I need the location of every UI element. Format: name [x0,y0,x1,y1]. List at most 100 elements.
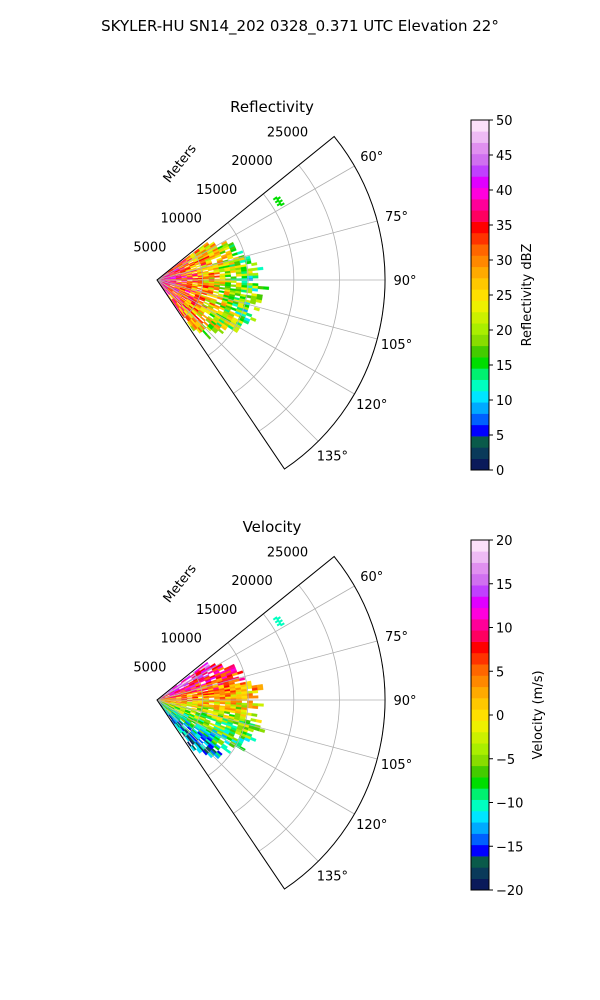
azimuth-spoke [156,699,355,815]
colorbar-swatch [471,357,489,369]
colorbar-swatch [471,165,489,177]
colorbar-tick-label: 45 [496,149,513,164]
colorbar-swatch [471,176,489,189]
colorbar-swatch [471,573,489,586]
colorbar: 0 5 10 15 20 25 30 35 40 45 50 Reflectivity dBZ [470,114,535,479]
polar-panel-reflectivity: Reflectivity 5000 10000 15000 20000 25000 Mete… [133,98,535,479]
colorbar-swatch [471,641,489,654]
colorbar-tick-label: 5 [496,429,504,444]
colorbar-swatch [471,607,489,620]
range-tick-label: 5000 [133,240,166,255]
colorbar-swatch [471,878,489,891]
range-tick-label: 15000 [196,183,237,198]
range-tick-label: 10000 [161,212,202,227]
range-tick-label: 25000 [267,126,308,141]
colorbar-tick-label: −15 [496,840,523,855]
colorbar-swatch [471,311,489,324]
range-tick-label: 20000 [231,154,272,169]
colorbar-tick-label: 40 [496,184,513,199]
colorbar-tick-label: 0 [496,709,504,724]
colorbar-swatch [471,630,489,642]
colorbar-swatch [471,244,489,256]
colorbar-tick-label: 30 [496,254,513,269]
colorbar-tick-label: 15 [496,359,513,374]
colorbar-tick-label: 10 [496,622,513,637]
colorbar-tick-label: 15 [496,578,513,593]
colorbar-swatch [471,436,489,448]
colorbar-swatch [471,266,489,279]
colorbar-swatch [471,810,489,823]
colorbar-swatch [471,596,489,609]
range-ring [207,222,249,356]
colorbar-swatch [471,856,489,868]
colorbar-tick-label: 25 [496,289,513,304]
azimuth-tick-label: 120° [356,818,387,833]
azimuth-tick-label: 75° [385,630,408,645]
figure-title: SKYLER-HU SN14_202 0328_0.371 UTC Elevat… [101,17,499,36]
colorbar-swatch [471,652,489,665]
colorbar-swatch [471,221,489,234]
range-tick-label: 20000 [231,574,272,589]
range-tick-label: 10000 [161,632,202,647]
colorbar-tick-label: 50 [496,114,513,129]
range-ring [258,164,340,432]
azimuth-spoke [156,699,319,862]
colorbar-swatch [471,402,489,414]
azimuth-tick-label: 105° [381,758,412,773]
colorbar-swatch [471,675,489,688]
colorbar-swatch [471,686,489,699]
colorbar-swatch [471,413,489,426]
colorbar-swatch [471,709,489,721]
colorbar-swatch [471,458,489,471]
range-ring [284,136,386,470]
azimuth-tick-label: 90° [393,274,416,289]
colorbar-swatch [471,777,489,789]
colorbar-swatch [471,765,489,778]
colorbar-swatch [471,323,489,335]
azimuth-tick-label: 135° [317,869,348,884]
colorbar-swatch [471,379,489,392]
colorbar-swatch [471,210,489,222]
colorbar-swatch [471,368,489,380]
colorbar-swatch [471,788,489,800]
polar-outline [156,555,386,890]
colorbar-label: Velocity (m/s) [531,670,546,759]
azimuth-spoke [156,279,378,340]
polar-panel-velocity: Velocity 5000 10000 15000 20000 25000 Meters 60… [133,518,546,899]
colorbar-tick-label: −20 [496,884,523,899]
range-tick-label: 5000 [133,660,166,675]
colorbar-swatch [471,540,489,552]
panel-title: Reflectivity [230,98,314,116]
colorbar-swatch [471,289,489,301]
colorbar-swatch [471,562,489,575]
colorbar-swatch [471,131,489,143]
colorbar-swatch [471,300,489,313]
colorbar-swatch [471,743,489,755]
colorbar-swatch [471,754,489,767]
colorbar-swatch [471,664,489,676]
colorbar: −20 −15 −10 −5 0 5 10 15 20 Velocity (m/s) [470,534,546,899]
colorbar-swatch [471,424,489,437]
colorbar-swatch [471,551,489,563]
colorbar-swatch [471,334,489,347]
azimuth-tick-label: 120° [356,398,387,413]
azimuth-spoke [156,279,355,395]
colorbar-swatch [471,390,489,403]
range-ring [233,613,295,814]
colorbar-tick-label: 20 [496,534,513,549]
colorbar-swatch [471,120,489,132]
azimuth-spoke [156,640,378,701]
azimuth-tick-label: 135° [317,449,348,464]
colorbar-tick-label: 5 [496,665,504,680]
colorbar-swatch [471,232,489,245]
colorbar-swatch [471,199,489,211]
colorbar-swatch [471,187,489,200]
azimuth-spoke [156,165,355,281]
azimuth-spoke [156,699,378,760]
colorbar-tick-label: −10 [496,797,523,812]
range-tick-label: 15000 [196,603,237,618]
colorbar-tick-label: 10 [496,394,513,409]
azimuth-tick-label: 60° [360,150,383,165]
polar-outline [156,135,386,470]
